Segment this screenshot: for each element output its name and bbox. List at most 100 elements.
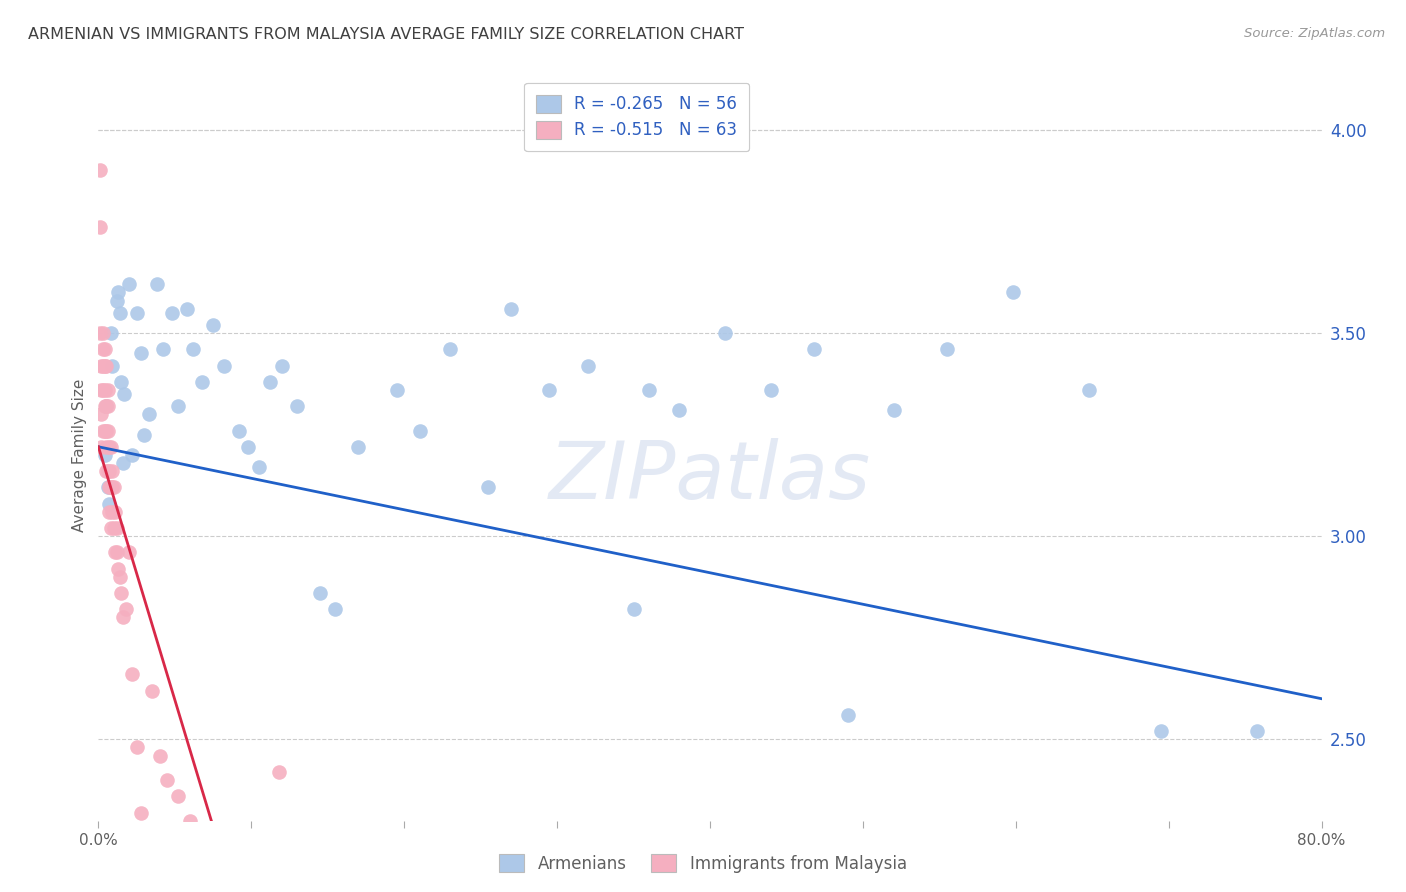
Point — [637, 383, 661, 397]
Point — [100, 326, 122, 340]
Point — [103, 521, 125, 535]
Point — [98, 480, 121, 494]
Point — [222, 838, 245, 852]
Point — [98, 497, 121, 511]
Point — [1001, 285, 1024, 300]
Point — [247, 460, 270, 475]
Legend: R = -0.265   N = 56, R = -0.515   N = 63: R = -0.265 N = 56, R = -0.515 N = 63 — [524, 83, 749, 151]
Point — [121, 667, 143, 681]
Point — [91, 359, 114, 373]
Point — [179, 814, 201, 828]
Point — [89, 163, 111, 178]
Point — [118, 545, 141, 559]
Y-axis label: Average Family Size: Average Family Size — [72, 378, 87, 532]
Point — [623, 602, 645, 616]
Point — [118, 277, 141, 292]
Point — [93, 424, 115, 438]
Point — [105, 545, 128, 559]
Point — [129, 346, 152, 360]
Point — [89, 220, 111, 235]
Point — [1078, 383, 1101, 397]
Point — [160, 306, 183, 320]
Point — [93, 448, 115, 462]
Point — [439, 343, 461, 357]
Point — [90, 383, 112, 397]
Point — [252, 855, 274, 869]
Point — [93, 399, 115, 413]
Point — [93, 359, 115, 373]
Point — [100, 521, 122, 535]
Point — [111, 456, 134, 470]
Point — [202, 318, 225, 332]
Point — [167, 789, 190, 804]
Point — [152, 343, 174, 357]
Point — [538, 383, 561, 397]
Point — [134, 846, 156, 860]
Point — [270, 359, 292, 373]
Point — [759, 383, 782, 397]
Point — [347, 440, 370, 454]
Point — [101, 464, 124, 478]
Point — [936, 343, 959, 357]
Point — [90, 359, 112, 373]
Point — [91, 343, 114, 357]
Point — [93, 343, 115, 357]
Point — [309, 586, 332, 600]
Point — [121, 448, 143, 462]
Point — [238, 846, 260, 860]
Point — [267, 764, 290, 779]
Point — [108, 306, 131, 320]
Point — [103, 480, 125, 494]
Point — [149, 748, 172, 763]
Point — [97, 383, 120, 397]
Point — [94, 399, 117, 413]
Point — [176, 301, 198, 316]
Point — [125, 306, 148, 320]
Point — [167, 399, 190, 413]
Point — [90, 440, 112, 454]
Point — [238, 440, 260, 454]
Point — [107, 285, 129, 300]
Point — [94, 464, 117, 478]
Point — [1246, 724, 1268, 739]
Legend: Armenians, Immigrants from Malaysia: Armenians, Immigrants from Malaysia — [492, 847, 914, 880]
Point — [145, 277, 167, 292]
Point — [98, 505, 121, 519]
Point — [1150, 724, 1173, 739]
Point — [181, 343, 204, 357]
Point — [325, 602, 347, 616]
Point — [101, 359, 124, 373]
Point — [97, 480, 120, 494]
Point — [94, 359, 117, 373]
Point — [191, 822, 214, 836]
Point — [89, 326, 111, 340]
Point — [112, 387, 135, 401]
Text: Source: ZipAtlas.com: Source: ZipAtlas.com — [1244, 27, 1385, 40]
Point — [125, 740, 148, 755]
Point — [477, 480, 499, 494]
Point — [104, 545, 127, 559]
Point — [207, 830, 229, 844]
Point — [91, 383, 114, 397]
Point — [501, 301, 523, 316]
Point — [94, 440, 117, 454]
Point — [141, 683, 163, 698]
Point — [156, 772, 179, 787]
Point — [110, 375, 132, 389]
Point — [97, 424, 120, 438]
Point — [93, 383, 115, 397]
Point — [98, 440, 121, 454]
Text: ZIPatlas: ZIPatlas — [548, 438, 872, 516]
Point — [285, 399, 308, 413]
Text: ARMENIAN VS IMMIGRANTS FROM MALAYSIA AVERAGE FAMILY SIZE CORRELATION CHART: ARMENIAN VS IMMIGRANTS FROM MALAYSIA AVE… — [28, 27, 744, 42]
Point — [803, 343, 825, 357]
Point — [105, 521, 128, 535]
Point — [100, 480, 122, 494]
Point — [883, 403, 905, 417]
Point — [90, 407, 112, 421]
Point — [105, 293, 128, 308]
Point — [385, 383, 408, 397]
Point — [837, 708, 859, 723]
Point — [668, 403, 690, 417]
Point — [228, 424, 250, 438]
